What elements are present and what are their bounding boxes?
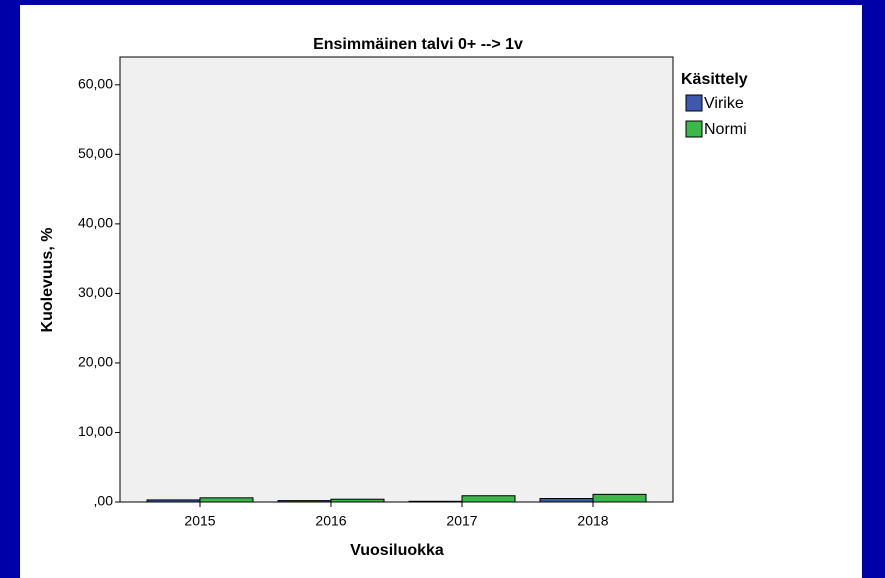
y-tick-label: 10,00 [78,423,113,439]
x-tick-label: 2015 [184,513,215,529]
bar [146,499,201,503]
bar [408,500,463,503]
bar [330,498,385,503]
x-tick-label: 2018 [577,513,608,529]
y-tick-label: 40,00 [78,215,113,231]
legend-title: Käsittely [681,71,748,88]
bar [277,500,332,503]
bar [461,495,516,503]
y-tick-label: 50,00 [78,145,113,161]
bar [539,498,594,503]
x-tick-label: 2017 [446,513,477,529]
bar [199,497,254,503]
y-tick-label: 30,00 [78,284,113,300]
bar [592,493,647,503]
legend-swatch [685,120,703,138]
legend-swatch [685,94,703,112]
y-axis-label: Kuolevuus, % [39,228,56,333]
y-tick-label: ,00 [94,493,114,509]
legend-label: Normi [704,121,747,138]
x-axis-label: Vuosiluokka [350,542,444,559]
chart-title: Ensimmäinen talvi 0+ --> 1v [313,36,523,53]
x-tick-label: 2016 [315,513,346,529]
y-tick-label: 20,00 [78,354,113,370]
legend-label: Virike [704,95,744,112]
y-tick-label: 60,00 [78,76,113,92]
plot-area [119,56,674,503]
